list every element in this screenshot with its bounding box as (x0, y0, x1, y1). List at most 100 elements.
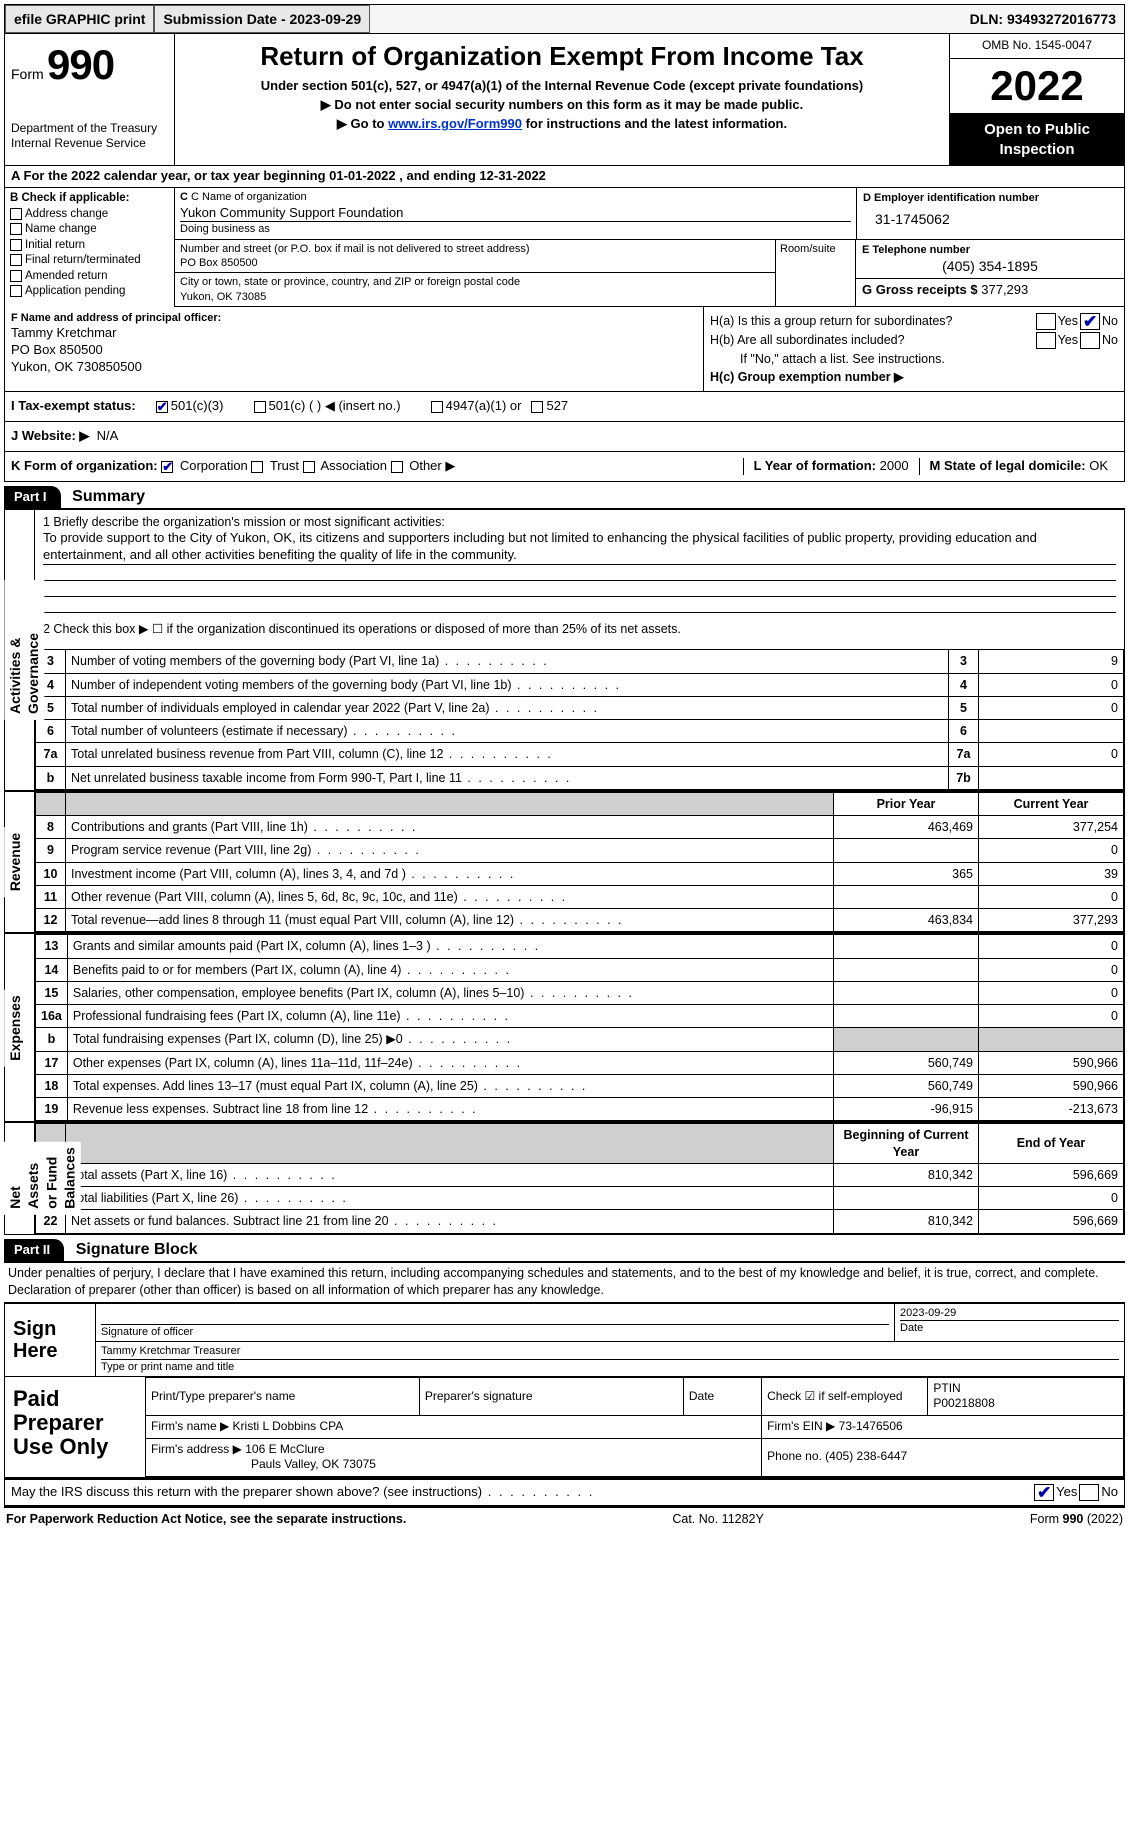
row-text: Benefits paid to or for members (Part IX… (67, 958, 833, 981)
officer-name: Tammy Kretchmar (11, 325, 697, 342)
row-box: 5 (949, 696, 979, 719)
chk-other[interactable] (391, 461, 403, 473)
row-box: 7b (949, 766, 979, 789)
row-text: Total liabilities (Part X, line 26) (66, 1187, 834, 1210)
name-title-label: Type or print name and title (101, 1359, 1119, 1374)
row-current: 596,669 (979, 1210, 1124, 1233)
chk-assoc[interactable] (303, 461, 315, 473)
row-current: 0 (979, 981, 1124, 1004)
row-box: 4 (949, 673, 979, 696)
chk-final-return[interactable] (10, 254, 22, 266)
section-net-assets: Net Assets or Fund Balances Beginning of… (5, 1121, 1124, 1233)
row-prior: 810,342 (834, 1163, 979, 1186)
row-box: 3 (949, 650, 979, 673)
paid-preparer-label: Paid Preparer Use Only (5, 1377, 145, 1477)
form-subtitle: Under section 501(c), 527, or 4947(a)(1)… (183, 78, 941, 95)
row-num: b (36, 1028, 68, 1051)
box-d-label: D Employer identification number (863, 192, 1039, 204)
row-current: 0 (979, 935, 1124, 958)
row-prior (834, 935, 979, 958)
chk-527[interactable] (531, 401, 543, 413)
row-text: Total assets (Part X, line 16) (66, 1163, 834, 1186)
chk-ha-yes[interactable] (1036, 313, 1056, 330)
section-activities-governance: Activities & Governance 1 Briefly descri… (5, 510, 1124, 790)
line-a-tax-year: A For the 2022 calendar year, or tax yea… (4, 166, 1125, 188)
chk-discuss-yes[interactable] (1034, 1484, 1054, 1501)
efile-print-button[interactable]: efile GRAPHIC print (5, 5, 154, 33)
row-text: Investment income (Part VIII, column (A)… (66, 862, 834, 885)
row-text: Other expenses (Part IX, column (A), lin… (67, 1051, 833, 1074)
gross-receipts: 377,293 (981, 282, 1028, 297)
box-c-dba-label: Doing business as (180, 222, 851, 236)
row-text: Total revenue—add lines 8 through 11 (mu… (66, 909, 834, 932)
chk-address-change[interactable] (10, 208, 22, 220)
org-city: Yukon, OK 73085 (180, 290, 770, 304)
officer-city: Yukon, OK 730850500 (11, 359, 697, 376)
row-current: 0 (979, 1187, 1124, 1210)
row-current: -213,673 (979, 1098, 1124, 1121)
section-expenses: Expenses 13 Grants and similar amounts p… (5, 932, 1124, 1121)
table-ag: 3 Number of voting members of the govern… (35, 649, 1124, 790)
ptin-label: PTIN (933, 1381, 960, 1395)
chk-corp[interactable] (161, 461, 173, 473)
chk-amended-return[interactable] (10, 270, 22, 282)
row-text: Total number of individuals employed in … (66, 696, 949, 719)
sig-officer-cell[interactable]: Signature of officer (95, 1304, 894, 1342)
website-value: N/A (97, 428, 119, 445)
row-prior (834, 839, 979, 862)
chk-discuss-no[interactable] (1079, 1484, 1099, 1501)
chk-501c3[interactable] (156, 401, 168, 413)
row-num: 15 (36, 981, 68, 1004)
efile-top-bar: efile GRAPHIC print Submission Date - 20… (4, 4, 1125, 34)
chk-hb-no[interactable] (1080, 332, 1100, 349)
row-box: 6 (949, 720, 979, 743)
firm-phone-label: Phone no. (767, 1449, 822, 1463)
row-text: Grants and similar amounts paid (Part IX… (67, 935, 833, 958)
officer-street: PO Box 850500 (11, 342, 697, 359)
line-k-label: K Form of organization: (11, 458, 158, 473)
ssn-warning: ▶ Do not enter social security numbers o… (183, 97, 941, 114)
part-i-title: Summary (64, 487, 145, 508)
chk-initial-return[interactable] (10, 239, 22, 251)
chk-hb-yes[interactable] (1036, 332, 1056, 349)
row-prior: 463,834 (834, 909, 979, 932)
chk-app-pending[interactable] (10, 285, 22, 297)
chk-trust[interactable] (251, 461, 263, 473)
row-box: 7a (949, 743, 979, 766)
row-value: 9 (979, 650, 1124, 673)
row-value: 0 (979, 673, 1124, 696)
part-i-body: Activities & Governance 1 Briefly descri… (4, 508, 1125, 1235)
row-prior (834, 981, 979, 1004)
penalty-statement: Under penalties of perjury, I declare th… (4, 1261, 1125, 1300)
row-current: 590,966 (979, 1074, 1124, 1097)
chk-ha-no[interactable] (1080, 313, 1100, 330)
chk-501c[interactable] (254, 401, 266, 413)
box-e-label: E Telephone number (862, 244, 970, 256)
tab-activities: Activities & Governance (4, 580, 44, 720)
sig-date-label: Date (900, 1320, 1119, 1335)
opt-corp: Corporation (180, 458, 248, 473)
tab-expenses: Expenses (4, 989, 26, 1066)
goto-line: ▶ Go to www.irs.gov/Form990 for instruct… (183, 116, 941, 133)
dept-treasury: Department of the Treasury (11, 121, 168, 137)
firm-phone: (405) 238-6447 (825, 1449, 907, 1463)
row-value: 0 (979, 696, 1124, 719)
opt-assoc: Association (320, 458, 386, 473)
chk-4947[interactable] (431, 401, 443, 413)
row-text: Professional fundraising fees (Part IX, … (67, 1005, 833, 1028)
part-ii-bar: Part II (4, 1239, 64, 1262)
row-text: Total number of volunteers (estimate if … (66, 720, 949, 743)
form-footer: Form 990 (2022) (1030, 1511, 1123, 1527)
irs-discuss-row: May the IRS discuss this return with the… (4, 1478, 1125, 1506)
row-num: 12 (36, 909, 66, 932)
prep-name-label: Print/Type preparer's name (151, 1389, 295, 1403)
col-header: Current Year (979, 792, 1124, 815)
mission-text: To provide support to the City of Yukon,… (43, 530, 1116, 565)
irs-link[interactable]: www.irs.gov/Form990 (388, 116, 522, 131)
chk-name-change[interactable] (10, 223, 22, 235)
opt-trust: Trust (270, 458, 299, 473)
line-1-label: 1 Briefly describe the organization's mi… (43, 514, 1116, 530)
row-current: 377,254 (979, 816, 1124, 839)
form-number: 990 (47, 41, 114, 88)
org-name: Yukon Community Support Foundation (180, 205, 851, 222)
